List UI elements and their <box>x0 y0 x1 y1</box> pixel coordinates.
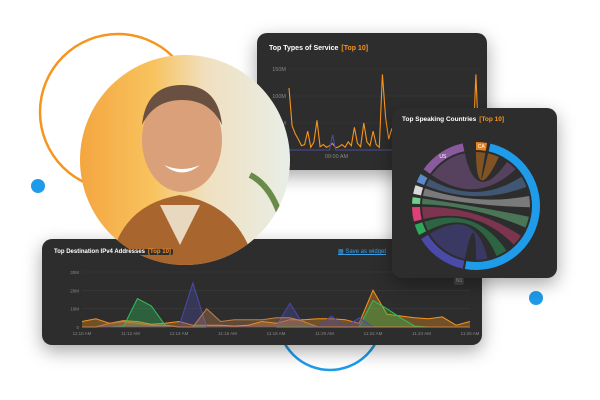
person-illustration <box>110 85 283 265</box>
widget-grid-icon: ▦ <box>338 249 346 255</box>
card-title: Top Types of Service [Top 10] <box>269 45 369 52</box>
x-tick-label: 11:24 AM <box>412 331 431 336</box>
chord-arc <box>414 222 427 236</box>
y-tick-label: 20M <box>70 288 79 293</box>
badge[interactable]: N1 <box>454 277 465 285</box>
chord-arc <box>412 197 421 205</box>
y-tick-label: 150M <box>272 67 286 73</box>
x-tick-label: 11:18 AM <box>267 331 286 336</box>
chord-arc <box>475 142 488 151</box>
blue-dot <box>31 179 45 193</box>
ipv4-card-title: Top Destination IPv4 Addresses [Top 10] <box>52 249 173 255</box>
x-tick-label: 11:26 AM <box>461 331 480 336</box>
countries-card: Top Speaking Countries [Top 10] CA US <box>392 108 557 278</box>
chord-ribbon <box>429 224 488 260</box>
chord-chart: CA US <box>412 142 540 270</box>
series-line <box>81 289 471 327</box>
save-as-widget-button[interactable]: ▦ Save as widget <box>338 249 387 255</box>
chord-arc <box>412 206 422 222</box>
chord-ribbon <box>431 153 516 190</box>
y-tick-label: 10M <box>70 307 79 312</box>
chord-arc <box>416 174 428 186</box>
blue-dot <box>529 291 543 305</box>
chord-arc <box>423 143 465 175</box>
x-tick-label: 11:12 AM <box>121 331 140 336</box>
chord-ribbon <box>476 152 499 181</box>
chord-label: US <box>439 154 447 160</box>
chord-arc <box>421 234 465 269</box>
x-tick-label: 11:10 AM <box>73 331 92 336</box>
series-area <box>82 290 470 327</box>
x-tick-label: 11:20 AM <box>315 331 334 336</box>
series-area <box>82 298 470 327</box>
card-title: Top Speaking Countries [Top 10] <box>402 116 505 123</box>
x-tick-label: 11:22 AM <box>364 331 383 336</box>
x-tick-label: 11:16 AM <box>218 331 237 336</box>
y-tick-label: 30M <box>70 270 79 275</box>
chord-ribbon <box>424 217 507 256</box>
y-tick-label: 0 <box>76 325 79 330</box>
y-tick-label: 100M <box>272 94 286 100</box>
x-tick-label: 11:14 AM <box>170 331 189 336</box>
chord-ribbon <box>422 206 521 245</box>
chord-arc <box>413 185 424 196</box>
chord-label: CA <box>478 144 486 150</box>
chord-arc <box>464 143 540 270</box>
chord-ribbon <box>425 176 527 197</box>
chord-ribbon <box>422 198 529 228</box>
series-line <box>82 307 470 328</box>
chord-ribbon <box>422 188 530 208</box>
person-photo <box>80 55 290 265</box>
x-tick-label: 09:00 AM <box>325 154 349 160</box>
